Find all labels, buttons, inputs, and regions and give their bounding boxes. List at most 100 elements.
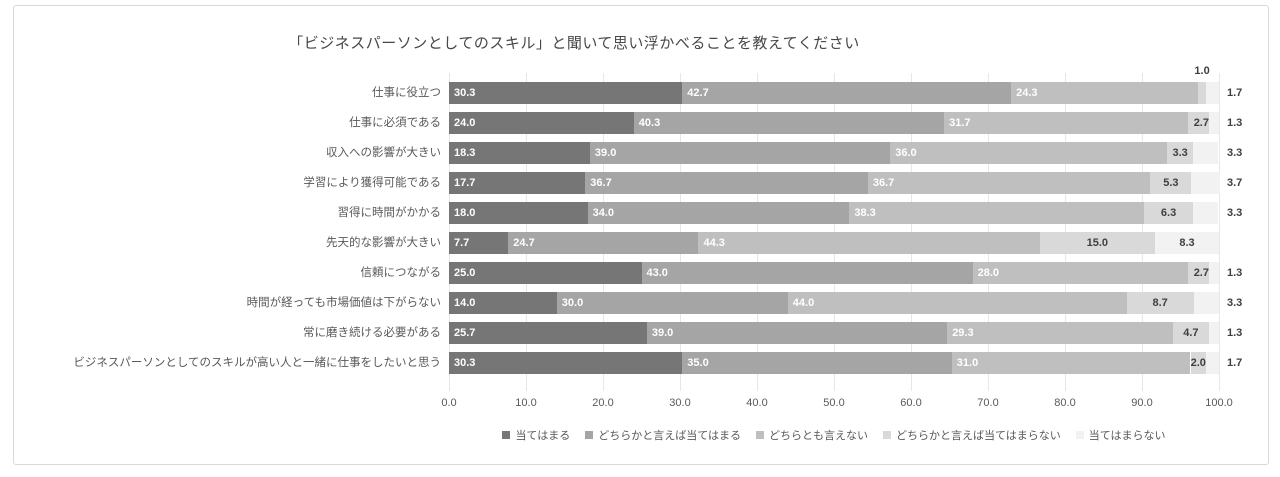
category-label: 常に磨き続ける必要がある: [303, 327, 441, 339]
bar-segment: [972, 262, 1189, 284]
bar-segment: [1167, 142, 1193, 164]
bar-value-label: 1.7: [1227, 87, 1243, 99]
bar-segment: [585, 172, 868, 194]
bar-value-label: 3.3: [1227, 207, 1243, 219]
bar-value-label: 40.3: [638, 117, 661, 129]
legend-item: 当てはまる: [502, 427, 570, 443]
bar-segment: [867, 172, 1151, 194]
legend-swatch-icon: [1075, 431, 1084, 439]
category-label: 仕事に役立つ: [372, 87, 441, 99]
bar-value-label: 28.0: [977, 267, 1000, 279]
category-label: 信頼につながる: [360, 267, 442, 279]
bar-row: 習得に時間がかかる 18.0 34.0 38.3 6.3 3.3: [338, 202, 1242, 224]
bar-value-label: 15.0: [1086, 237, 1109, 249]
bar-segment: [1198, 82, 1206, 104]
bar-segment: [633, 112, 945, 134]
bar-value-label: 42.7: [687, 87, 709, 99]
bar-segment: [641, 262, 973, 284]
legend-swatch-icon: [883, 431, 891, 439]
category-label: 仕事に必須である: [349, 117, 441, 129]
bar-segment: [449, 262, 642, 284]
legend-label: どちらかと言えば当てはまらない: [896, 430, 1061, 442]
legend-label: どちらかと言えば当てはまる: [598, 430, 741, 442]
legend-item: どちらかと言えば当てはまる: [585, 427, 741, 443]
bar-segment: [1126, 292, 1194, 314]
x-tick-label: 30.0: [669, 397, 691, 409]
legend-item: どちらとも言えない: [756, 427, 868, 443]
bar-segment: [849, 202, 1145, 224]
bar-segment: [890, 142, 1168, 164]
bar-segment: [508, 232, 699, 254]
bar-segment: [1205, 352, 1219, 374]
bar-value-label: 14.0: [454, 297, 476, 309]
bar-value-label: 5.3: [1163, 177, 1179, 189]
chart-title: 「ビジネスパーソンとしてのスキル」と聞いて思い浮かべることを教えてください: [288, 35, 860, 52]
bar-segment: [449, 202, 588, 224]
plot-area: 仕事に役立つ 30.3 42.7 24.3 1.0 1.7 仕事に必須である 24.0 40.3…: [73, 65, 1242, 391]
x-tick-label: 50.0: [823, 397, 845, 409]
bar-value-label: 43.0: [646, 267, 668, 279]
bar-value-label: 30.3: [454, 87, 476, 99]
bar-row: 信頼につながる 25.0 43.0 28.0 2.7 1.3: [361, 262, 1242, 284]
gridline: [1219, 73, 1220, 391]
legend-item: 当てはまらない: [1075, 427, 1166, 443]
bar-row: 仕事に役立つ 30.3 42.7 24.3 1.0 1.7: [372, 65, 1242, 104]
legend-swatch-icon: [502, 431, 511, 439]
bar-segment: [1208, 262, 1219, 284]
bar-segment: [589, 142, 891, 164]
bar-segment: [1039, 232, 1156, 254]
bar-segment: [1208, 322, 1219, 344]
bar-segment: [787, 292, 1127, 314]
x-axis: 0.0 10.0 20.0 30.0 40.0 50.0 60.0 70.0 80.0 90.0 1…: [441, 397, 1232, 413]
legend-item: どちらかと言えば当てはまらない: [883, 427, 1061, 443]
category-label: ビジネスパーソンとしてのスキルが高い人と一緒に仕事をしたいと思う: [73, 357, 441, 369]
x-tick-label: 90.0: [1131, 397, 1153, 409]
x-tick-label: 10.0: [515, 397, 537, 409]
bar-segment: [947, 322, 1173, 344]
legend: 当てはまる どちらかと言えば当てはまる どちらとも言えない どちらかと言えば当てはまら…: [449, 427, 1219, 443]
x-tick-label: 70.0: [977, 397, 999, 409]
bar-value-label: 1.3: [1227, 117, 1243, 129]
bar-segment: [682, 352, 952, 374]
bar-value-label: 25.0: [454, 267, 476, 279]
bar-segment: [1188, 262, 1209, 284]
bar-row: 先天的な影響が大きい 7.7 24.7 44.3 15.0 8.3: [326, 232, 1219, 254]
bar-segment: [1192, 142, 1219, 164]
bar-value-label: 8.3: [1179, 237, 1195, 249]
bar-value-label: 3.3: [1172, 147, 1188, 159]
bar-value-label: 30.0: [561, 297, 584, 309]
bar-segment: [556, 292, 788, 314]
bar-segment: [1193, 292, 1219, 314]
category-label: 学習により獲得可能である: [303, 177, 441, 189]
legend-label: 当てはまる: [515, 430, 571, 442]
bar-value-label: 24.3: [1016, 87, 1038, 99]
bar-row: 常に磨き続ける必要がある 25.7 39.0 29.3 4.7 1.3: [303, 322, 1242, 344]
bar-value-label: 17.7: [454, 177, 476, 189]
bar-segment: [951, 352, 1191, 374]
bar-value-label: 1.0: [1194, 65, 1210, 77]
bar-segment: [1205, 82, 1219, 104]
bar-value-label: 3.7: [1227, 177, 1243, 189]
bar-segment: [1011, 82, 1199, 104]
bar-value-label: 18.0: [454, 207, 476, 219]
bar-segment: [587, 202, 850, 224]
category-label: 先天的な影響が大きい: [326, 237, 441, 249]
bar-segment: [1208, 112, 1219, 134]
bar-value-label: 39.0: [594, 147, 617, 159]
bar-segment: [449, 322, 647, 344]
bar-value-label: 18.3: [454, 147, 476, 159]
bar-value-label: 8.7: [1152, 297, 1168, 309]
x-tick-label: 40.0: [746, 397, 768, 409]
bar-segment: [449, 352, 683, 374]
bar-value-label: 2.0: [1190, 357, 1206, 369]
chart-card: 「ビジネスパーソンとしてのスキル」と聞いて思い浮かべることを教えてください 仕事…: [13, 5, 1269, 465]
bar-segment: [1155, 232, 1219, 254]
x-tick-label: 20.0: [592, 397, 614, 409]
bar-segment: [1144, 202, 1193, 224]
bar-segment: [682, 82, 1012, 104]
bar-segment: [1188, 112, 1209, 134]
bar-value-label: 24.0: [454, 117, 476, 129]
bar-value-label: 25.7: [454, 327, 476, 339]
category-label: 収入への影響が大きい: [326, 147, 441, 159]
bar-segment: [1191, 172, 1220, 194]
